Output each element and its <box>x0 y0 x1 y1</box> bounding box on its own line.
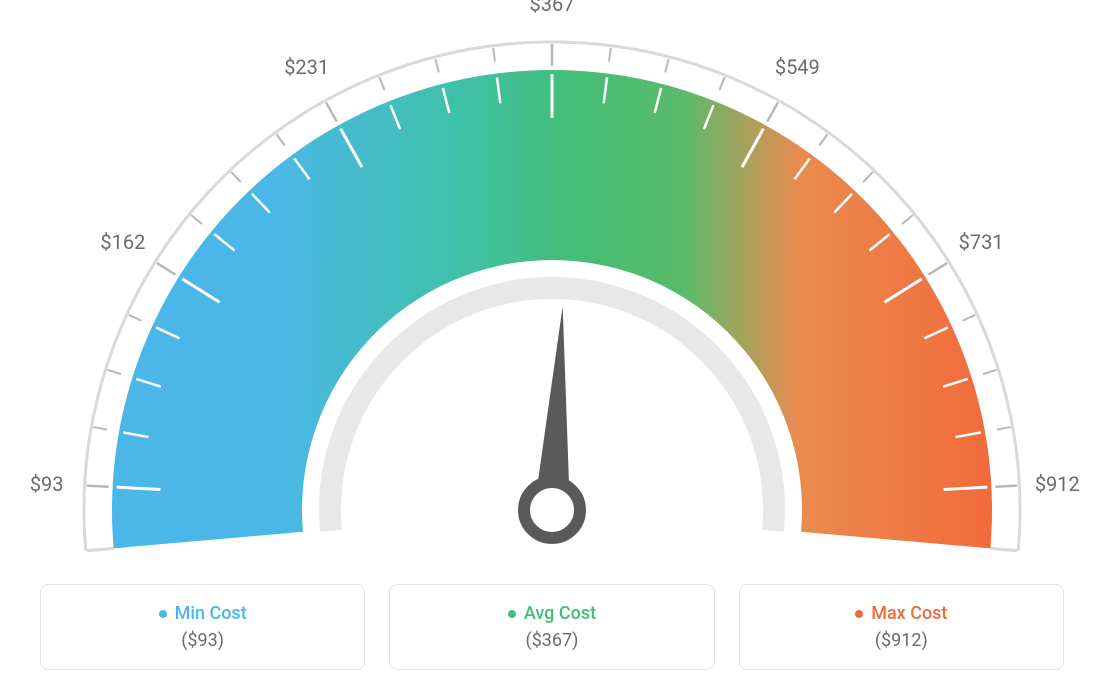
gauge-tick-label: $731 <box>959 230 1004 254</box>
legend-dot-min <box>159 610 167 618</box>
legend-dot-avg <box>508 610 516 618</box>
legend-card-max: Max Cost ($912) <box>739 584 1064 671</box>
legend-card-avg: Avg Cost ($367) <box>389 584 714 671</box>
legend-text-max: Max Cost <box>871 603 947 624</box>
gauge-tick-label: $162 <box>100 230 145 254</box>
legend-value-min: ($93) <box>61 630 344 651</box>
legend-label-avg: Avg Cost <box>508 603 596 624</box>
gauge-tick-label: $367 <box>530 0 575 16</box>
gauge-tick-label: $549 <box>775 55 820 79</box>
gauge-chart: $93 $162 $231 $367 $549 $731 $912 <box>0 0 1104 560</box>
legend-card-min: Min Cost ($93) <box>40 584 365 671</box>
gauge-tick-label: $93 <box>30 472 64 496</box>
legend-label-min: Min Cost <box>159 603 247 624</box>
legend-value-max: ($912) <box>760 630 1043 651</box>
legend-label-max: Max Cost <box>855 603 947 624</box>
legend-text-avg: Avg Cost <box>524 603 596 624</box>
legend-dot-max <box>855 610 863 618</box>
legend-text-min: Min Cost <box>175 603 247 624</box>
gauge-tick-label: $912 <box>1035 472 1080 496</box>
legend-container: Min Cost ($93) Avg Cost ($367) Max Cost … <box>40 584 1064 671</box>
gauge-tick-label: $231 <box>284 55 329 79</box>
legend-value-avg: ($367) <box>410 630 693 651</box>
gauge-svg <box>0 0 1104 560</box>
